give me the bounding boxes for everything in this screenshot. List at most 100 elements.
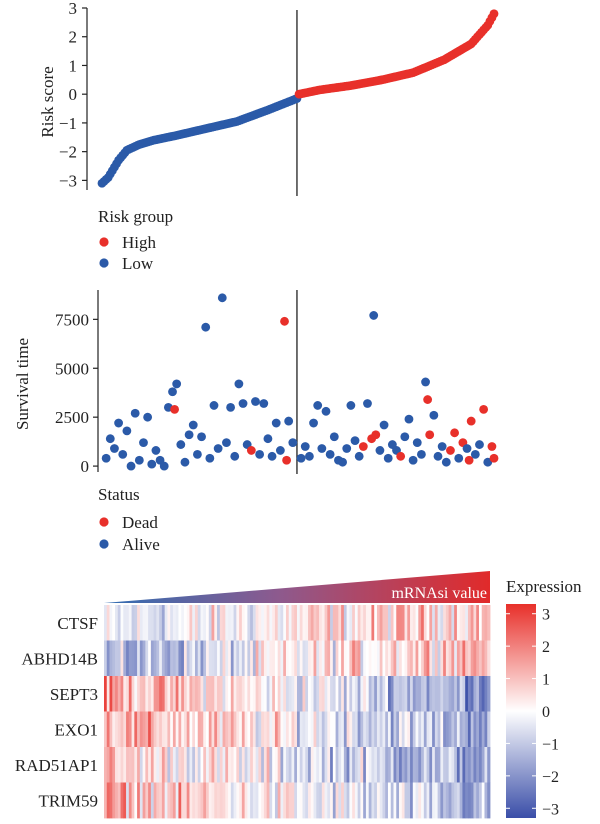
heatmap-cell: [153, 640, 157, 677]
heatmap-cell: [117, 711, 121, 748]
heatmap-cell: [192, 782, 196, 819]
heatmap-cell: [319, 747, 323, 783]
heatmap-cell: [280, 605, 284, 641]
heatmap-cell: [365, 605, 370, 641]
heatmap-cell: [387, 640, 392, 677]
heatmap-cell: [357, 676, 361, 712]
heatmap-cell: [454, 640, 458, 677]
heatmap-cell: [244, 747, 248, 783]
expression-colorbar: [506, 604, 536, 818]
heatmap-cell: [421, 676, 425, 712]
survival-time-point: [213, 444, 223, 453]
heatmap-cell: [302, 782, 306, 819]
heatmap-cell: [112, 782, 116, 819]
colorbar-tick-label: −2: [542, 769, 559, 786]
heatmap-cell: [470, 605, 474, 641]
heatmap-cell: [137, 640, 141, 677]
heatmap-cell: [230, 711, 234, 748]
heatmap-cell: [365, 640, 370, 677]
heatmap-cell: [349, 782, 353, 819]
heatmap-cell: [440, 676, 444, 712]
heatmap-row-label: SEPT3: [50, 685, 98, 704]
heatmap-cell: [145, 605, 149, 641]
heatmap-cell: [280, 640, 284, 677]
heatmap-cell: [241, 605, 246, 641]
heatmap-cell: [308, 676, 312, 712]
heatmap-cell: [305, 747, 309, 783]
heatmap-cell: [291, 782, 295, 819]
heatmap-cell: [401, 676, 405, 712]
heatmap-cell: [255, 640, 259, 677]
heatmap-cell: [443, 676, 447, 712]
heatmap-cell: [462, 747, 466, 783]
heatmap-cell: [183, 640, 188, 677]
risk-score-y-ticks: 3 2 1 0 −1 −2 −3: [59, 0, 87, 190]
heatmap-cell: [418, 676, 422, 712]
heatmap-cell: [112, 747, 116, 783]
heatmap-cell: [401, 640, 405, 677]
heatmap-cell: [341, 782, 345, 819]
heatmap-cell: [280, 747, 284, 783]
heatmap-cell: [385, 747, 389, 783]
heatmap-cell: [437, 640, 441, 677]
heatmap-cell: [203, 747, 207, 783]
survival-time-point: [172, 379, 182, 389]
heatmap-cell: [106, 782, 110, 819]
heatmap-cell: [434, 676, 439, 712]
survival-time-point: [188, 420, 198, 430]
heatmap-cell: [421, 640, 425, 677]
heatmap-cell: [142, 747, 146, 783]
heatmap-cell: [465, 782, 469, 819]
heatmap-cell: [376, 747, 381, 783]
heatmap-cell: [126, 711, 130, 748]
heatmap-cell: [313, 782, 317, 819]
heatmap-cell: [459, 711, 463, 748]
risk-score-tick-label: 2: [69, 28, 78, 47]
heatmap-cell: [194, 676, 199, 712]
heatmap-cell: [159, 676, 163, 712]
heatmap-cell: [159, 747, 163, 783]
heatmap-cell: [478, 605, 483, 641]
survival-time-point: [263, 434, 273, 444]
heatmap-cell: [473, 640, 477, 677]
heatmap-cell: [269, 747, 273, 783]
heatmap-cell: [371, 605, 375, 641]
heatmap-cell: [467, 747, 472, 783]
legend-dead-marker: [99, 517, 109, 527]
heatmap-cell: [354, 747, 359, 783]
survival-time-point: [251, 397, 260, 406]
heatmap-cell: [274, 676, 279, 712]
heatmap-cell: [123, 711, 127, 748]
heatmap-cell: [327, 782, 331, 819]
heatmap-cell: [382, 676, 386, 712]
heatmap-cell: [142, 640, 146, 677]
heatmap-cell: [352, 640, 356, 677]
heatmap-cell: [172, 676, 177, 712]
heatmap-cell: [462, 605, 466, 641]
heatmap-cell: [352, 605, 356, 641]
colorbar-tick-label: 2: [542, 639, 550, 656]
survival-time-point: [421, 377, 430, 387]
heatmap-cell: [272, 747, 276, 783]
heatmap-cell: [263, 605, 268, 641]
heatmap-cell: [288, 782, 292, 819]
heatmap-cell: [352, 711, 356, 748]
heatmap-cell: [357, 782, 361, 819]
heatmap-cell: [272, 605, 276, 641]
heatmap-cell: [481, 676, 485, 712]
heatmap-cell: [481, 782, 485, 819]
heatmap-cell: [440, 640, 444, 677]
heatmap-cell: [137, 747, 141, 783]
heatmap-cell: [219, 747, 223, 783]
heatmap-cell: [134, 640, 138, 677]
heatmap-cell: [142, 676, 146, 712]
heatmap-cell: [283, 640, 287, 677]
heatmap-cell: [387, 747, 392, 783]
heatmap-cell: [211, 747, 215, 783]
heatmap-cell: [170, 676, 174, 712]
survival-time-point: [429, 410, 439, 420]
heatmap-cell: [346, 711, 350, 748]
heatmap-cell: [247, 747, 251, 783]
survival-time-point: [209, 401, 219, 410]
heatmap-cell: [126, 782, 130, 819]
